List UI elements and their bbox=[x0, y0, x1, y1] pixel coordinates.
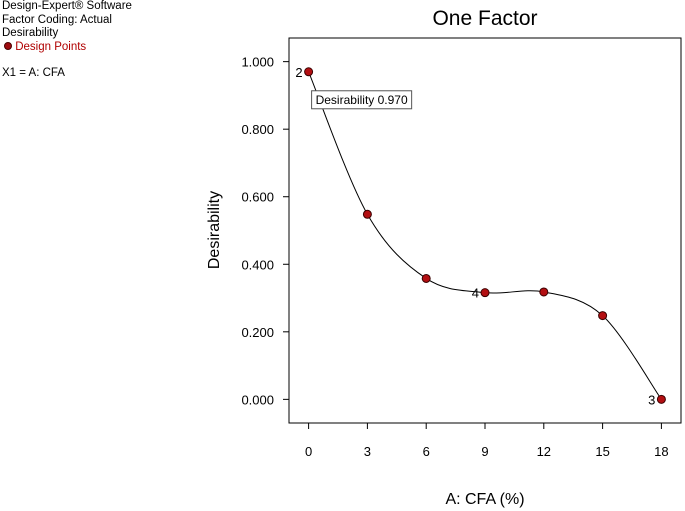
x-tick-label: 6 bbox=[423, 444, 430, 459]
flag-box bbox=[311, 90, 413, 110]
y-axis: 0.000 0.200 0.400 0.600 0.800 1.000 bbox=[241, 55, 289, 407]
x-tick-label: 12 bbox=[537, 444, 551, 459]
x-tick-label: 18 bbox=[654, 444, 668, 459]
factor-coding: Factor Coding: Actual bbox=[2, 13, 112, 26]
x-tick-label: 15 bbox=[595, 444, 609, 459]
design-point bbox=[480, 288, 490, 298]
design-point bbox=[598, 311, 608, 321]
y-tick-label: 0.400 bbox=[241, 257, 274, 272]
y-tick-label: 0.200 bbox=[241, 325, 274, 340]
legend-design-points: Design Points bbox=[2, 41, 132, 55]
x-axis-title: A: CFA (%) bbox=[445, 491, 524, 508]
flag-text: Desirability 0.970 bbox=[316, 93, 408, 107]
design-point-label: 2 bbox=[295, 65, 302, 80]
software-name: Design-Expert® Software bbox=[2, 0, 132, 12]
chart-title: One Factor bbox=[432, 7, 537, 30]
info-panel: Design-Expert® Software Factor Coding: A… bbox=[2, 0, 132, 81]
x-tick-label: 0 bbox=[305, 444, 312, 459]
y-tick-label: 0.600 bbox=[241, 190, 274, 205]
desirability-flag[interactable]: Desirability 0.970 bbox=[311, 90, 413, 110]
design-point bbox=[304, 67, 314, 77]
x-tick-label: 3 bbox=[364, 444, 371, 459]
x-axis: 0 3 6 9 12 15 18 bbox=[305, 423, 669, 459]
factor-assignment: X1 = A: CFA bbox=[2, 67, 65, 79]
design-point bbox=[539, 287, 549, 297]
design-point bbox=[421, 273, 431, 283]
y-tick-label: 0.000 bbox=[241, 392, 274, 407]
design-point-label: 4 bbox=[472, 286, 479, 301]
design-point bbox=[656, 394, 666, 404]
y-axis-title: Desirability bbox=[206, 191, 223, 269]
x-tick-label: 9 bbox=[481, 444, 488, 459]
design-point-legend-icon bbox=[4, 41, 12, 50]
design-points: 2 4 3 bbox=[295, 65, 666, 407]
y-tick-label: 0.800 bbox=[241, 122, 274, 137]
desirability-curve bbox=[308, 71, 662, 400]
legend-label: Design Points bbox=[15, 40, 87, 53]
response-name: Desirability bbox=[2, 27, 59, 39]
design-point-label: 3 bbox=[648, 392, 655, 407]
design-point bbox=[362, 209, 372, 219]
y-tick-label: 1.000 bbox=[241, 55, 274, 70]
